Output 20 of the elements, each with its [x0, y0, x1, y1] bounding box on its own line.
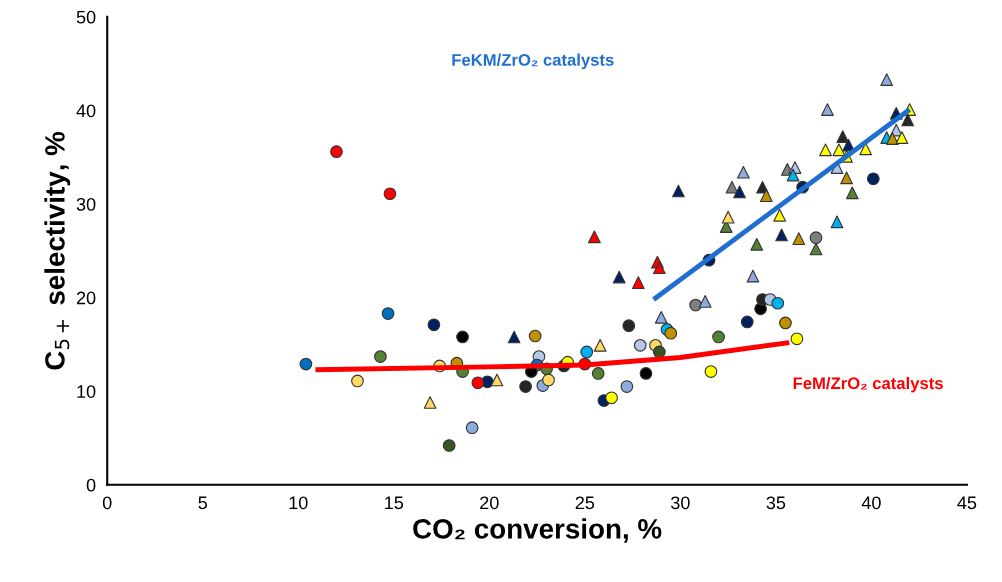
x-tick-label: 45	[957, 496, 977, 510]
x-tick-label: 25	[575, 496, 595, 510]
x-tick-label: 40	[861, 496, 881, 510]
x-tick-label: 35	[766, 496, 786, 510]
y-tick-label: 30	[76, 197, 96, 211]
y-axis-title: C$_{5+}$ selectivity, %	[44, 131, 71, 370]
y-tick-label: 20	[76, 291, 96, 305]
x-tick-label: 30	[671, 496, 690, 510]
x-tick-label: 5	[198, 496, 207, 510]
x-tick-label: 15	[385, 496, 404, 510]
y-tick-label: 50	[76, 10, 96, 24]
annotation: FeM/ZrO₂ catalysts	[793, 376, 943, 393]
x-tick-label: 10	[289, 496, 308, 510]
x-tick-label: 20	[480, 496, 499, 510]
y-tick-label: 10	[77, 385, 96, 398]
y-tick-label: 40	[76, 104, 96, 118]
x-axis-title: CO₂ conversion, %	[413, 518, 662, 543]
annotation: FeKM/ZrO₂ catalysts	[452, 53, 614, 70]
y-tick-label: 0	[86, 478, 96, 492]
x-tick-label: 0	[102, 496, 112, 510]
